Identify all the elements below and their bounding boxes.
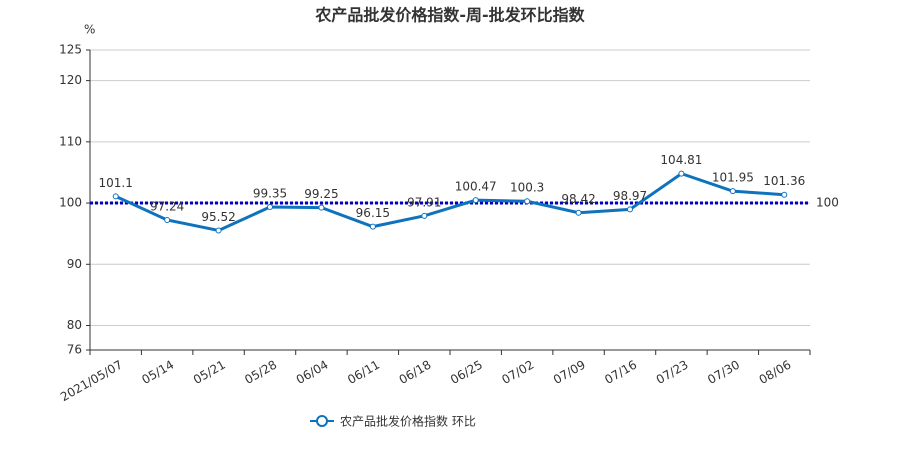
point: [421, 212, 428, 219]
point: [575, 209, 582, 216]
x-tick-label: 05/14: [139, 358, 176, 387]
y-tick-label: 100: [59, 196, 82, 210]
x-tick-label: 07/02: [499, 358, 536, 387]
point: [678, 170, 685, 177]
series-line: [115, 171, 785, 233]
point: [627, 206, 633, 213]
value-label: 100.3: [510, 181, 544, 195]
point: [318, 204, 325, 211]
value-label: 101.36: [763, 174, 805, 188]
x-tick-label: 07/16: [602, 358, 639, 387]
point: [472, 197, 479, 204]
x-tick-label: 05/21: [191, 358, 228, 387]
point: [112, 193, 119, 200]
point: [215, 227, 222, 234]
value-label: 101.95: [712, 171, 754, 185]
x-tick-label: 06/11: [345, 358, 382, 387]
legend-marker: [316, 415, 328, 427]
legend: 农产品批发价格指数 环比: [310, 414, 476, 429]
x-tick-label: 06/04: [294, 358, 331, 387]
value-label: 97.24: [150, 199, 184, 213]
legend-label: 农产品批发价格指数 环比: [340, 414, 476, 429]
y-tick-label: 76: [67, 343, 82, 357]
x-tick-label: 07/30: [705, 358, 742, 387]
value-label: 98.97: [613, 189, 647, 203]
value-label: 99.25: [304, 187, 338, 201]
x-tick-label: 07/09: [551, 358, 588, 387]
x-tick-label: 06/25: [448, 358, 485, 387]
value-label: 100.47: [455, 180, 497, 194]
y-tick-label: 110: [59, 134, 82, 148]
point: [267, 204, 273, 211]
x-tick-label: 06/18: [397, 358, 434, 387]
value-label: 99.35: [253, 187, 287, 201]
point: [729, 188, 736, 195]
chart-title: 农产品批发价格指数-周-批发环比指数: [314, 6, 585, 25]
point: [524, 198, 531, 205]
y-tick-label: 80: [67, 318, 82, 332]
value-label: 96.15: [356, 206, 390, 220]
value-label: 97.91: [407, 195, 441, 209]
y-tick-label: 125: [59, 43, 82, 57]
y-tick-label: 90: [67, 257, 82, 271]
value-label: 98.42: [561, 192, 595, 206]
x-tick-label: 08/06: [757, 358, 794, 387]
y-unit: %: [84, 23, 95, 37]
point: [781, 191, 788, 198]
reference-label: 100: [816, 196, 839, 210]
value-label: 104.81: [660, 153, 702, 167]
x-tick-label: 2021/05/07: [58, 358, 125, 405]
point: [164, 216, 171, 223]
point: [369, 223, 376, 230]
x-tick-label: 07/23: [654, 358, 691, 387]
x-tick-label: 05/28: [242, 358, 279, 387]
y-tick-label: 120: [59, 73, 82, 87]
value-label: 101.1: [99, 176, 133, 190]
value-label: 95.52: [201, 210, 235, 224]
